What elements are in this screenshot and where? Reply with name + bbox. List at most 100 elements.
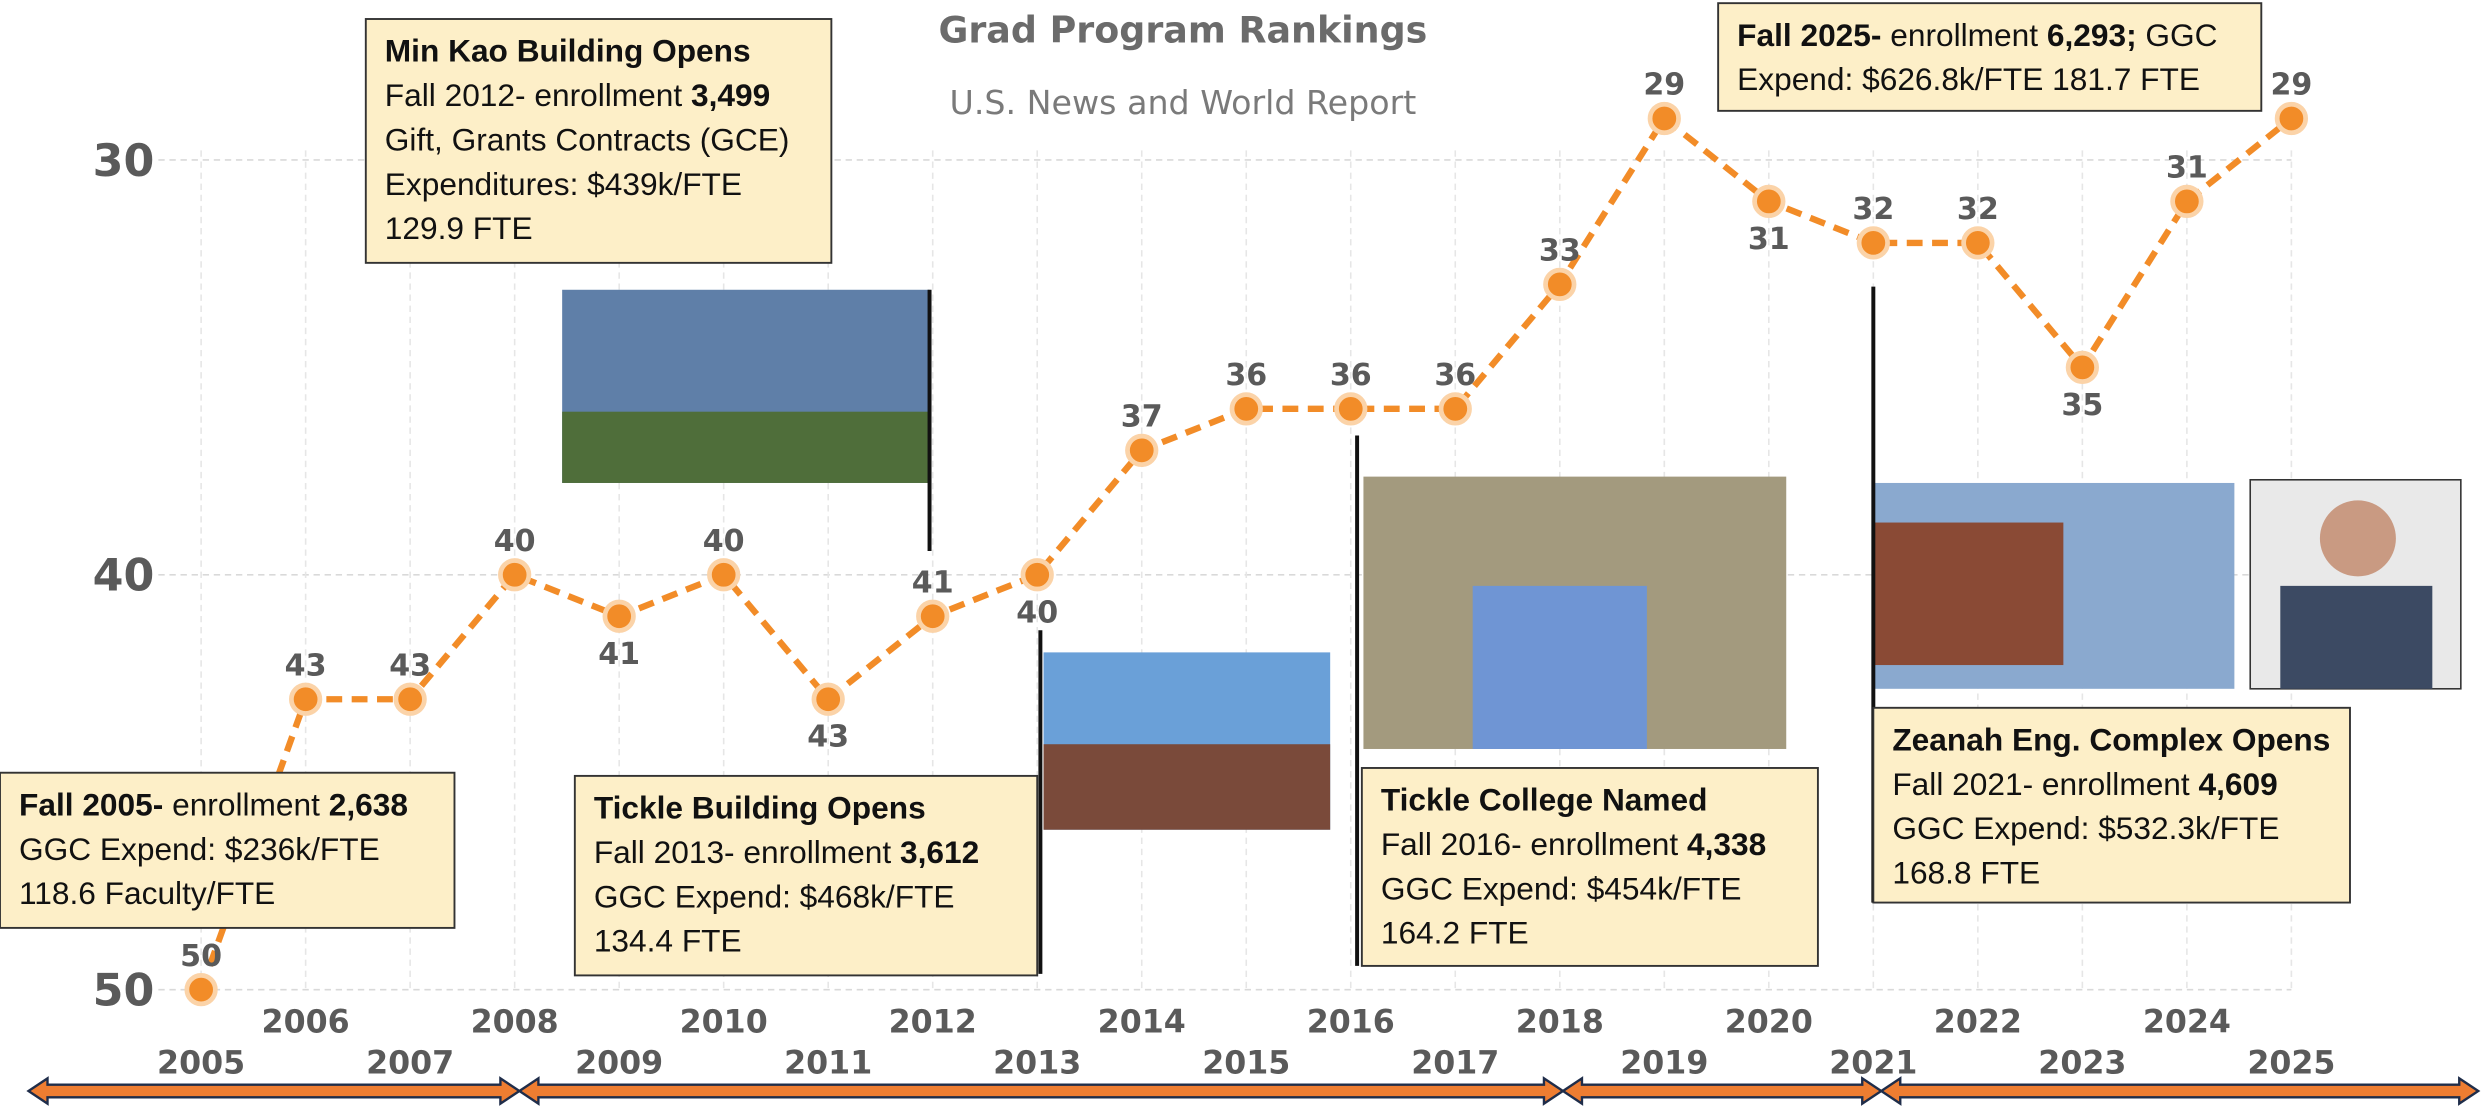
marker	[288, 682, 323, 716]
period-arrow	[1879, 1076, 2481, 1106]
annotation-line: Fall 2016- enrollment 4,338	[1381, 826, 1766, 862]
annotation-text: 3,499	[691, 77, 770, 113]
annotation-title: Tickle College Named	[1381, 782, 1708, 818]
marker	[184, 973, 218, 1007]
x-tick-label: 2013	[993, 1046, 1081, 1082]
annotation-box	[1717, 2, 2263, 112]
marker	[1334, 392, 1368, 426]
annotation-line: GGC Expend: $468k/FTE	[594, 878, 955, 914]
y-tick-label: 50	[93, 965, 155, 1016]
annotation-line: GGC Expend: $236k/FTE	[19, 831, 380, 867]
annotation-box	[1872, 706, 2351, 904]
y-tick-label: 40	[93, 551, 155, 602]
data-label: 37	[1121, 400, 1163, 435]
x-tick-label: 2006	[262, 1004, 350, 1040]
x-tick-label: 2018	[1516, 1004, 1604, 1040]
marker	[1647, 101, 1681, 136]
annotation-text: 118.6 Faculty/FTE	[19, 875, 275, 911]
annotation-text: 134.4 FTE	[594, 923, 742, 959]
x-tick-label: 2020	[1725, 1004, 1813, 1040]
data-label: 40	[494, 524, 536, 559]
x-tick-label: 2010	[680, 1004, 768, 1040]
annotation-line: 129.9 FTE	[385, 210, 533, 246]
data-label: 29	[1643, 68, 1685, 103]
annotation-line: 168.8 FTE	[1892, 855, 2040, 891]
x-tick-label: 2014	[1098, 1004, 1186, 1040]
annotation-text: GGC	[2137, 17, 2218, 53]
x-tick-label: 2023	[2038, 1046, 2126, 1082]
marker	[498, 558, 532, 592]
annotation-text: Fall 2013- enrollment	[594, 834, 900, 870]
annotation-title: Min Kao Building Opens	[385, 33, 751, 69]
data-label: 41	[598, 637, 640, 672]
annotation-box	[364, 18, 833, 264]
data-label: 50	[180, 939, 222, 974]
annotation-text: Fall 2012- enrollment	[385, 77, 691, 113]
x-tick-label: 2009	[575, 1046, 663, 1082]
marker	[1752, 184, 1786, 219]
y-tick-label: 30	[93, 136, 155, 187]
annotation-box	[573, 774, 1039, 977]
annotation-text: enrollment	[163, 786, 328, 822]
marker	[707, 558, 741, 592]
annotation-line: 134.4 FTE	[594, 923, 742, 959]
data-label: 32	[1957, 192, 1999, 227]
annotation-text: GGC Expend: $532.3k/FTE	[1892, 810, 2279, 846]
x-tick-label: 2015	[1202, 1046, 1290, 1082]
data-label: 43	[285, 649, 327, 684]
annotation-line: Expend: $626.8k/FTE 181.7 FTE	[1737, 61, 2200, 97]
marker	[1125, 433, 1159, 467]
chart-title: Grad Program Rankings	[938, 9, 1427, 52]
annotation-text: 168.8 FTE	[1892, 855, 2040, 891]
photo-tickle-bridge-brick	[1043, 744, 1331, 830]
marker	[602, 599, 636, 633]
annotation-line: Fall 2021- enrollment 4,609	[1892, 766, 2277, 802]
x-tick-label: 2007	[366, 1046, 454, 1082]
annotation-title: Tickle Building Opens	[594, 790, 926, 826]
data-label: 31	[1748, 222, 1790, 257]
marker	[2170, 184, 2204, 219]
x-tick-label: 2017	[1411, 1046, 1499, 1082]
photo-tickle-shirt	[1472, 585, 1647, 749]
marker	[1961, 226, 1995, 260]
annotation-text: enrollment	[1881, 17, 2046, 53]
photo-dean-suit	[2280, 585, 2433, 689]
annotation-text: Expend: $626.8k/FTE 181.7 FTE	[1737, 61, 2200, 97]
marker	[393, 682, 427, 716]
annotation-text: Fall 2005-	[19, 786, 163, 822]
data-label: 36	[1225, 358, 1267, 393]
annotation-line: Expenditures: $439k/FTE	[385, 166, 742, 202]
annotation-text: 3,612	[900, 834, 979, 870]
annotation-line: 118.6 Faculty/FTE	[19, 875, 275, 911]
x-tick-label: 2021	[1829, 1046, 1917, 1082]
annotation-line: Fall 2012- enrollment 3,499	[385, 77, 770, 113]
annotation-text: Gift, Grants Contracts (GCE)	[385, 121, 790, 157]
annotation-line: GGC Expend: $532.3k/FTE	[1892, 810, 2279, 846]
annotation-box	[1360, 767, 1819, 967]
annotation-line: 164.2 FTE	[1381, 915, 1529, 951]
data-label: 36	[1330, 358, 1372, 393]
chart-subtitle: U.S. News and World Report	[950, 83, 1417, 122]
data-label: 36	[1434, 358, 1476, 393]
annotation-text: 6,293;	[2047, 17, 2137, 53]
marker	[916, 599, 950, 633]
photos	[562, 289, 2462, 830]
marker	[1543, 267, 1577, 302]
plot: 50 43 43 40 41 40 43 41 40 37 36 36 36 33 29 31 32 32 35 31…	[180, 68, 2312, 1007]
annotation-line: GGC Expend: $454k/FTE	[1381, 870, 1742, 906]
annotation-text: Fall 2021- enrollment	[1892, 766, 2198, 802]
photo-dean-face	[2319, 500, 2396, 577]
annotation-text: 129.9 FTE	[385, 210, 533, 246]
x-tick-label: 2019	[1620, 1046, 1708, 1082]
annotation-text: Fall 2016- enrollment	[1381, 826, 1687, 862]
annotation-line: Gift, Grants Contracts (GCE)	[385, 121, 790, 157]
period-arrow	[517, 1076, 1566, 1106]
x-tick-label: 2022	[1934, 1004, 2022, 1040]
annotation-line: Fall 2005- enrollment 2,638	[19, 786, 408, 822]
annotation-line: Fall 2013- enrollment 3,612	[594, 834, 979, 870]
data-label: 41	[912, 566, 954, 601]
x-tick-label: 2011	[784, 1046, 872, 1082]
data-label: 43	[807, 720, 849, 755]
period-arrow	[1560, 1076, 1884, 1106]
